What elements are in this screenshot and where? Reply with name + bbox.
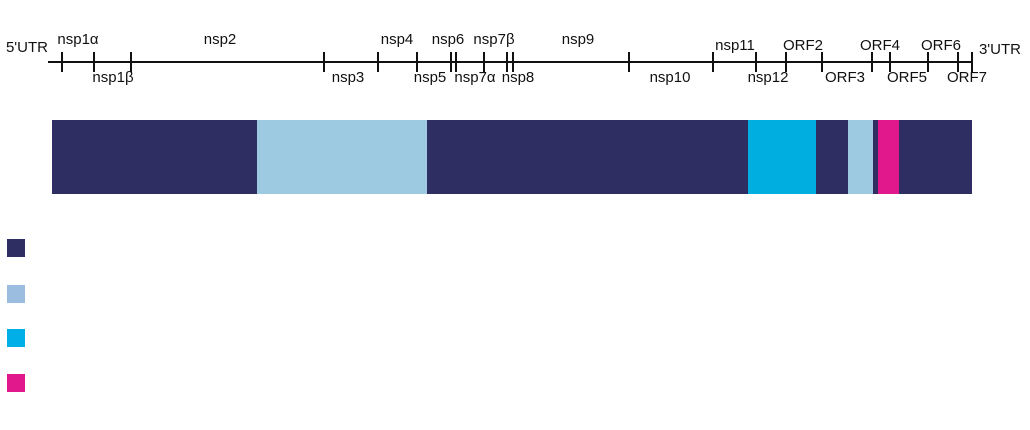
region-label: nsp4 (381, 31, 414, 48)
bar-segment (748, 120, 816, 194)
legend-swatch (7, 374, 25, 392)
region-label: ORF5 (887, 69, 927, 86)
region-label: nsp7α (454, 69, 496, 86)
bar-segment (878, 120, 899, 194)
region-label: nsp3 (332, 69, 365, 86)
region-label: nsp8 (502, 69, 535, 86)
region-label: nsp11 (715, 37, 755, 54)
legend-swatch (7, 285, 25, 303)
region-label: nsp2 (204, 31, 237, 48)
region-label: nsp9 (562, 31, 595, 48)
bar-segment (899, 120, 972, 194)
region-label: ORF7 (947, 69, 987, 86)
region-label: nsp1β (92, 69, 134, 86)
bar-segment (257, 120, 427, 194)
region-label: nsp1α (57, 31, 99, 48)
region-label: 5'UTR (6, 39, 48, 56)
region-label: ORF4 (860, 37, 900, 54)
region-labels: 5'UTR nsp1α nsp1β nsp2 nsp3 nsp4 nsp5 ns… (6, 31, 1021, 86)
bar-segment (873, 120, 878, 194)
region-label: nsp5 (414, 69, 447, 86)
region-label: nsp10 (650, 69, 691, 86)
region-label: nsp7β (473, 31, 515, 48)
genome-bar (52, 120, 972, 194)
bar-segment (427, 120, 748, 194)
region-label: nsp12 (748, 69, 789, 86)
region-label: ORF6 (921, 37, 961, 54)
region-label: nsp6 (432, 31, 465, 48)
legend-swatch (7, 329, 25, 347)
region-label: ORF2 (783, 37, 823, 54)
region-label: ORF3 (825, 69, 865, 86)
region-label: 3'UTR (979, 41, 1021, 58)
legend (7, 239, 25, 392)
bar-segment (848, 120, 873, 194)
legend-swatch (7, 239, 25, 257)
bar-segment (52, 120, 257, 194)
bar-segment (816, 120, 848, 194)
ticks (61, 52, 973, 72)
